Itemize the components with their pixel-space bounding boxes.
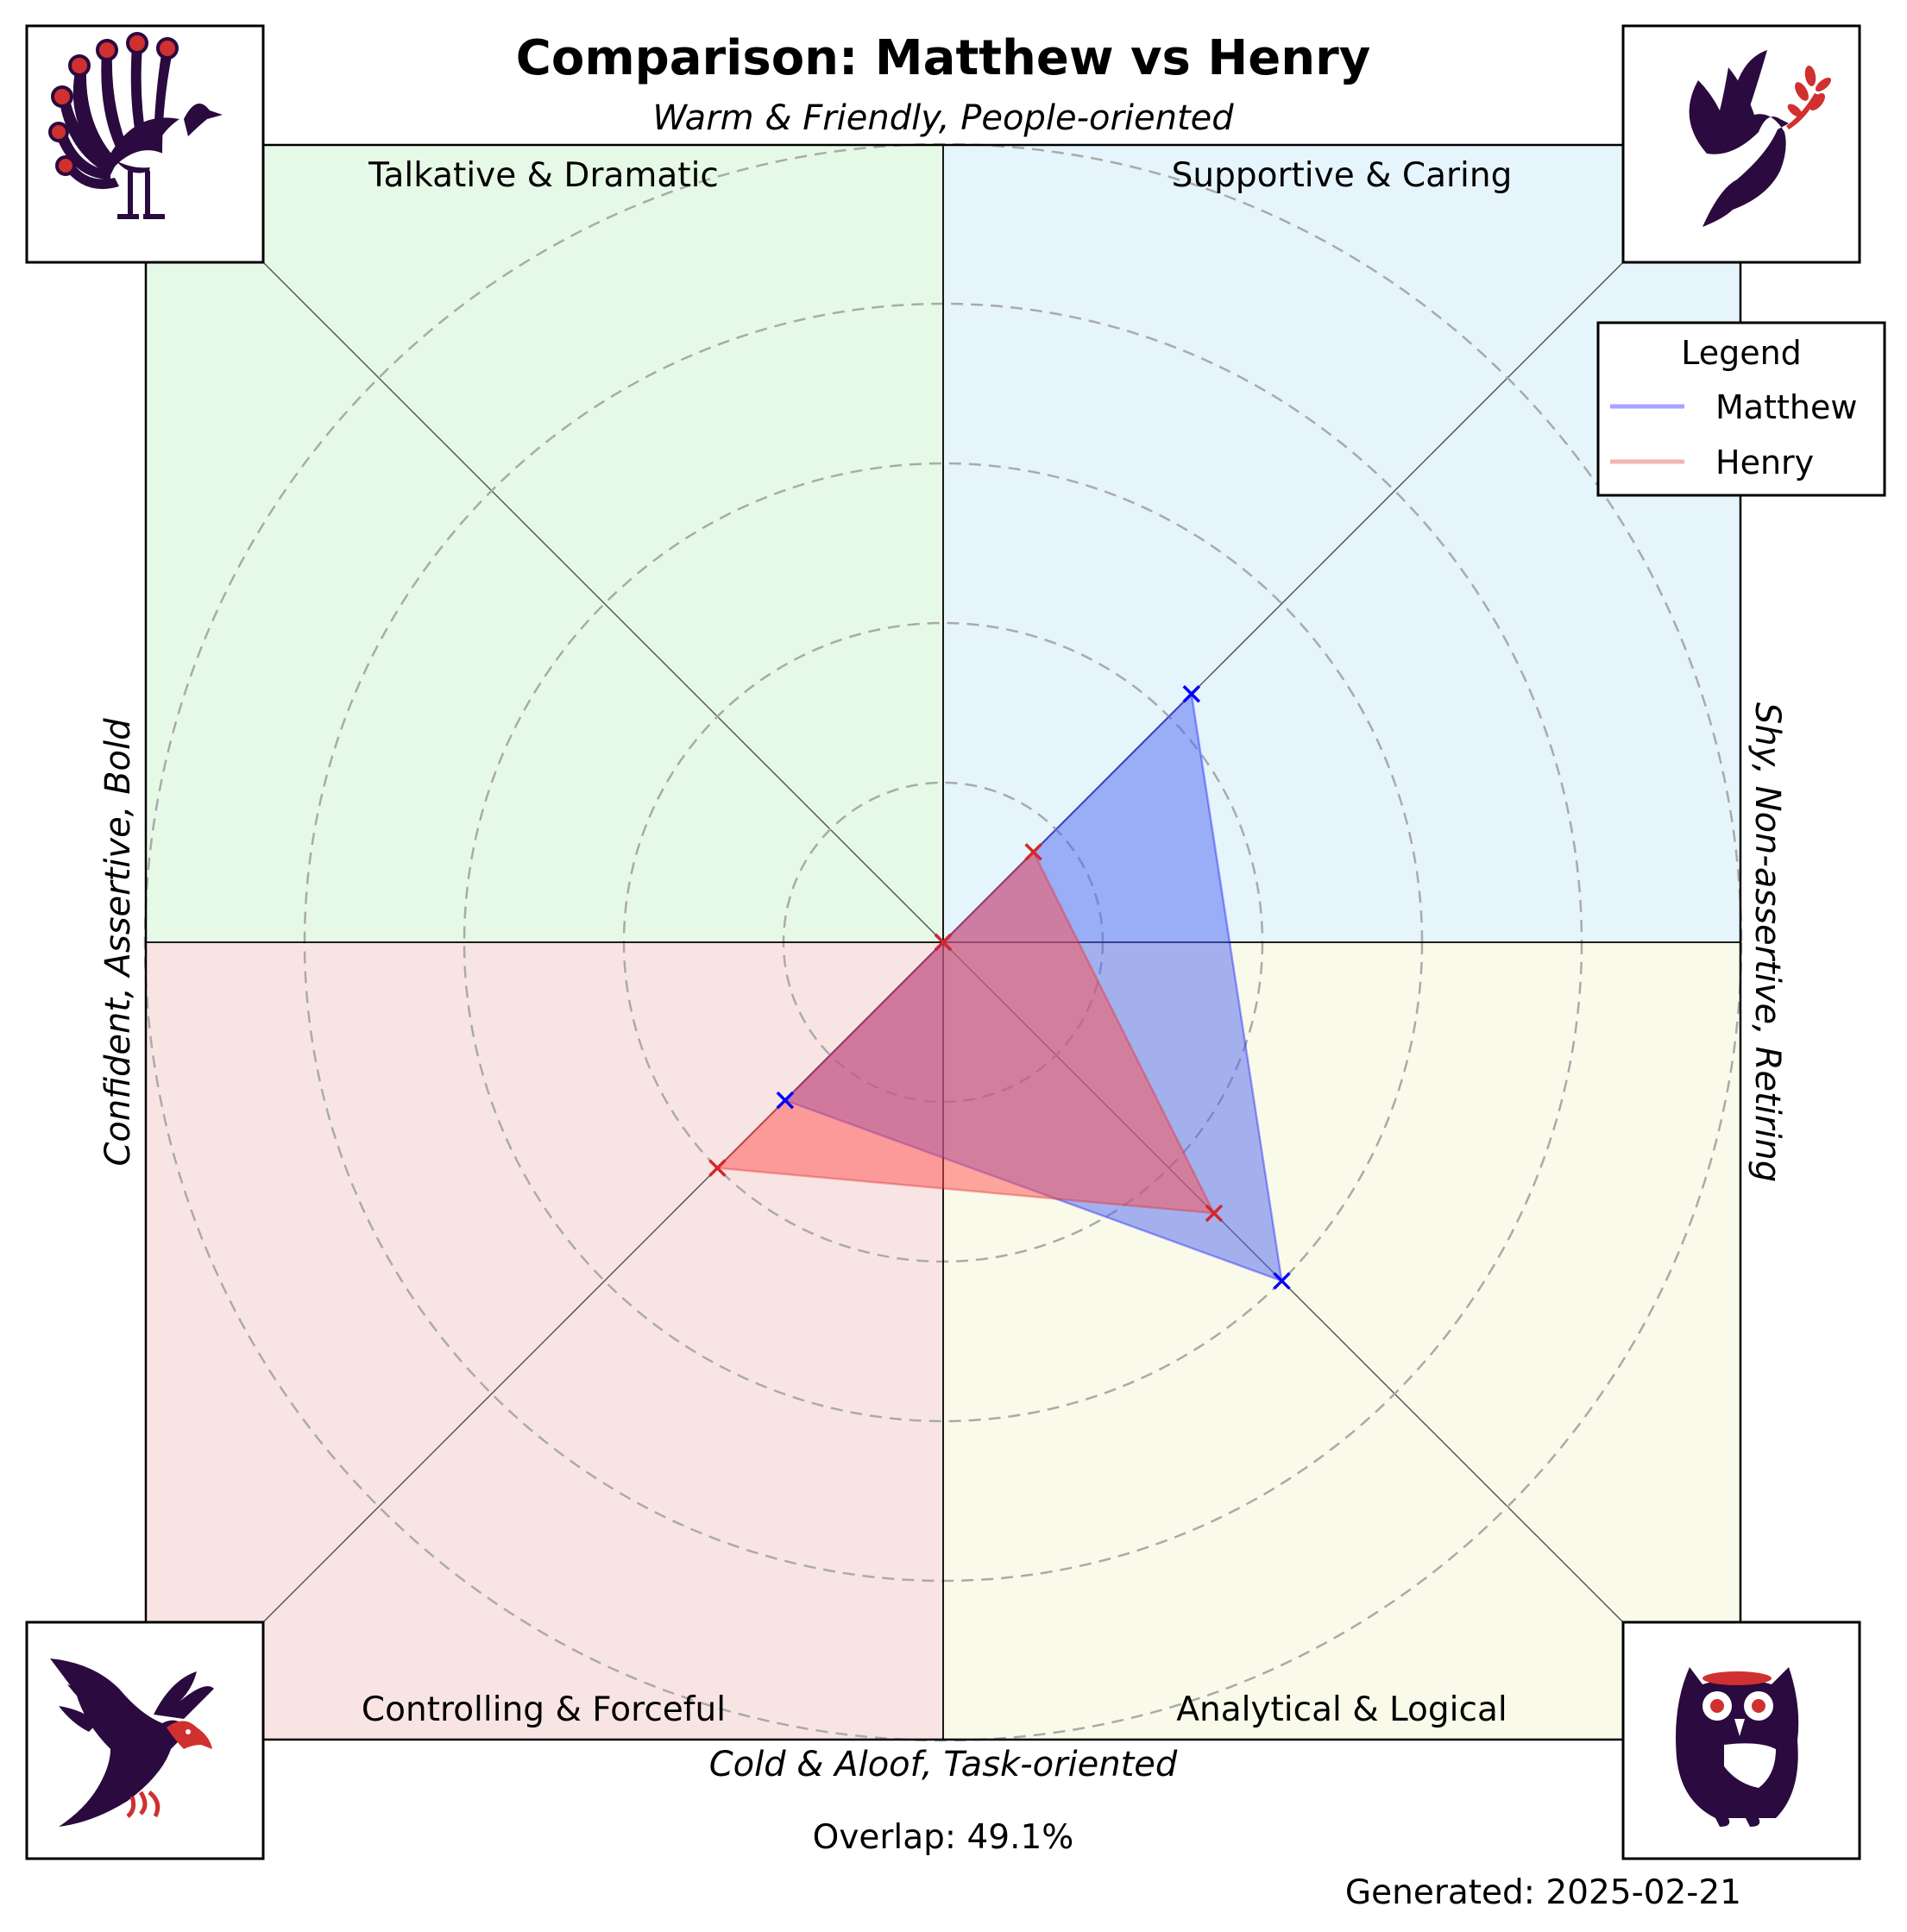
quadrant-label-top-left: Talkative & Dramatic [368,156,719,195]
data-point-henry-2 [708,1159,727,1177]
axis-label-right: Shy, Non-assertive, Retiring [1747,702,1787,1182]
legend-title: Legend [1681,334,1802,372]
series-layer [708,684,1291,1290]
data-point-henry-1 [934,933,953,952]
quadrant-label-bottom-right: Analytical & Logical [1176,1690,1507,1729]
axis-label-left: Confident, Assertive, Bold [98,718,138,1167]
legend: Legend Matthew Henry [1596,321,1886,497]
data-point-matthew-3 [1273,1272,1291,1290]
data-point-henry-3 [1205,1204,1224,1223]
chart-title: Comparison: Matthew vs Henry [516,30,1370,86]
axis-label-bottom: Cold & Aloof, Task-oriented [709,1745,1178,1784]
overlap-text: Overlap: 49.1% [813,1818,1074,1857]
quadrant-label-top-right: Supportive & Caring [1172,156,1513,195]
plot-frame [144,143,1742,1741]
owl-icon-box [1621,1620,1861,1860]
peacock-icon [48,32,223,219]
quadrant-label-bottom-left: Controlling & Forceful [362,1690,726,1729]
dove-icon-box [1621,24,1861,264]
generated-text: Generated: 2025-02-21 [1345,1873,1741,1912]
data-point-matthew-2 [776,1091,795,1110]
legend-label-henry: Henry [1715,444,1814,481]
eagle-icon [50,1658,214,1827]
owl-icon [1676,1667,1799,1827]
eagle-icon-box [25,1620,265,1860]
legend-label-matthew: Matthew [1715,388,1857,426]
data-point-matthew-0 [1182,684,1201,703]
data-point-henry-0 [1024,843,1042,861]
peacock-icon-box [25,24,265,264]
dove-icon [1689,50,1832,227]
axis-label-top: Warm & Friendly, People-oriented [652,98,1234,138]
